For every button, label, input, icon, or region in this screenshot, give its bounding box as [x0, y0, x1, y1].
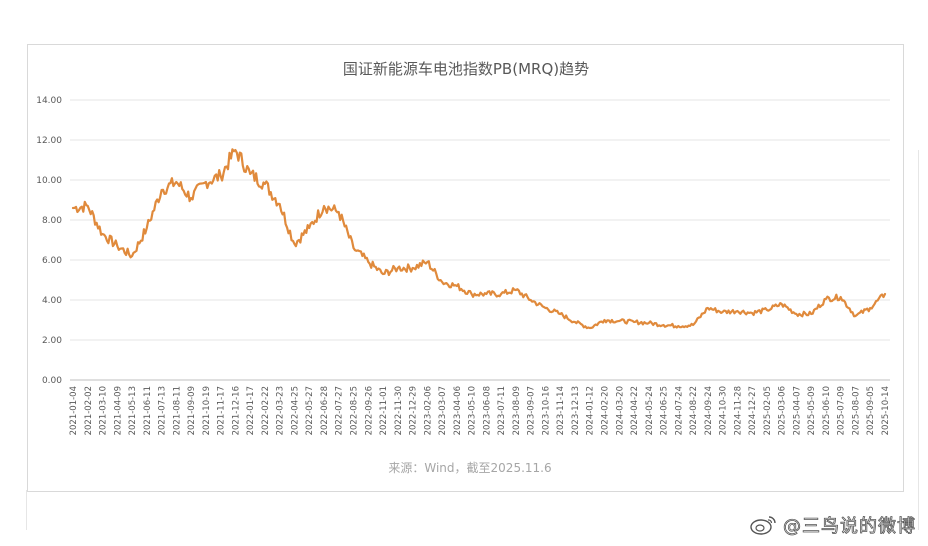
x-tick-label: 2024-02-20: [600, 386, 610, 435]
y-axis-tick-labels: 0.00 2.00 4.00 6.00 8.00 10.00 12.00 14.00: [36, 96, 62, 386]
x-tick-label: 2025-05-09: [807, 386, 817, 435]
x-tick-label: 2024-12-27: [748, 386, 758, 435]
x-axis-tick-labels: 2021-01-04 2021-02-02 2021-03-10 2021-04-09…: [69, 386, 891, 435]
right-divider: [918, 150, 919, 530]
series-line: [71, 148, 887, 330]
x-tick-label: 2021-05-13: [128, 386, 138, 435]
x-tick-label: 2021-12-16: [231, 386, 241, 435]
x-tick-label: 2022-08-25: [350, 386, 360, 435]
x-tick-label: 2021-06-11: [143, 386, 153, 435]
x-tick-label: 2022-12-29: [409, 386, 419, 435]
x-tick-label: 2022-06-28: [320, 386, 330, 435]
x-tick-label: 2025-10-14: [881, 386, 891, 435]
x-tick-label: 2023-02-06: [423, 386, 433, 435]
y-tick-label: 4.00: [42, 296, 62, 306]
x-tick-label: 2021-01-04: [69, 386, 79, 435]
x-tick-label: 2021-04-09: [113, 386, 123, 435]
weibo-icon: [750, 516, 776, 535]
x-tick-label: 2025-04-07: [792, 386, 802, 435]
y-tick-label: 8.00: [42, 216, 62, 226]
x-tick-label: 2023-08-09: [512, 386, 522, 435]
x-tick-label: 2023-10-16: [541, 386, 551, 435]
x-tick-label: 2025-06-10: [822, 386, 832, 435]
x-tick-label: 2021-10-19: [202, 386, 212, 435]
x-tick-label: 2021-11-17: [217, 386, 227, 435]
y-tick-label: 14.00: [36, 96, 62, 106]
x-tick-label: 2024-05-24: [645, 386, 655, 435]
x-tick-label: 2025-09-05: [866, 386, 876, 435]
watermark-text: @三鸟说的微博: [783, 516, 916, 538]
y-tick-label: 6.00: [42, 256, 62, 266]
y-tick-label: 12.00: [36, 136, 62, 146]
x-tick-label: 2023-03-07: [438, 386, 448, 435]
x-tick-label: 2024-09-24: [704, 386, 714, 435]
x-tick-label: 2024-10-30: [719, 386, 729, 435]
x-tick-label: 2024-04-22: [630, 386, 640, 435]
x-tick-label: 2024-07-24: [674, 386, 684, 435]
x-tick-label: 2022-03-23: [276, 386, 286, 435]
x-tick-label: 2023-05-10: [468, 386, 478, 435]
x-tick-label: 2022-11-30: [394, 386, 404, 435]
x-tick-label: 2024-01-12: [586, 386, 596, 435]
y-tick-label: 0.00: [42, 376, 62, 386]
x-tick-label: 2024-06-25: [660, 386, 670, 435]
x-tick-label: 2023-04-06: [453, 386, 463, 435]
x-tick-label: 2025-08-07: [851, 386, 861, 435]
x-tick-label: 2022-11-01: [379, 386, 389, 435]
x-tick-label: 2022-01-17: [246, 386, 256, 435]
gridlines: [70, 99, 890, 341]
y-tick-label: 10.00: [36, 176, 62, 186]
x-tick-label: 2023-06-08: [482, 386, 492, 435]
x-tick-label: 2022-07-27: [335, 386, 345, 435]
x-tick-label: 2024-11-28: [733, 386, 743, 435]
source-note: 来源：Wind，截至2025.11.6: [388, 461, 551, 475]
x-tick-label: 2023-12-13: [571, 386, 581, 435]
x-tick-label: 2021-07-13: [158, 386, 168, 435]
x-tick-label: 2021-09-09: [187, 386, 197, 435]
x-tick-label: 2021-08-11: [172, 386, 182, 435]
left-divider: [26, 490, 27, 530]
x-tick-label: 2022-09-26: [364, 386, 374, 435]
x-tick-label: 2021-02-02: [84, 386, 94, 435]
x-tick-label: 2024-03-20: [615, 386, 625, 435]
x-tick-label: 2022-05-27: [305, 386, 315, 435]
x-tick-label: 2025-03-06: [778, 386, 788, 435]
x-tick-label: 2025-02-05: [763, 386, 773, 435]
chart-frame: [27, 44, 904, 492]
x-tick-label: 2022-02-22: [261, 386, 271, 435]
x-tick-label: 2022-04-25: [290, 386, 300, 435]
x-tick-label: 2025-07-09: [837, 386, 847, 435]
y-tick-label: 2.00: [42, 336, 62, 346]
x-tick-label: 2021-03-10: [99, 386, 109, 435]
x-tick-label: 2023-11-14: [556, 386, 566, 435]
x-tick-label: 2023-07-11: [497, 386, 507, 435]
watermark: @三鸟说的微博: [749, 514, 916, 538]
x-tick-label: 2024-08-22: [689, 386, 699, 435]
x-tick-label: 2023-09-07: [527, 386, 537, 435]
chart-title: 国证新能源车电池指数PB(MRQ)趋势: [343, 60, 589, 78]
